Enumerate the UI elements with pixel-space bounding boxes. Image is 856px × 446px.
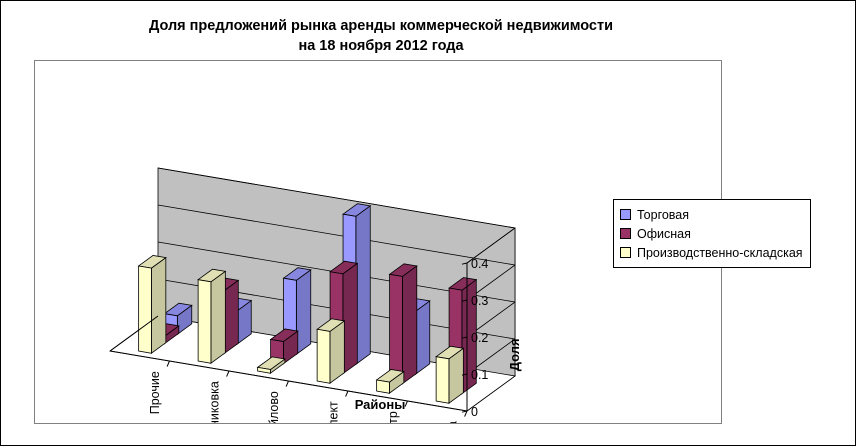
bar-2-5[interactable] (435, 345, 465, 405)
bar-1-2[interactable] (269, 328, 299, 365)
y-tick-label-4: 0.4 (471, 257, 488, 271)
y-axis-title: Доля (507, 338, 522, 371)
y-tick-label-1: 0.1 (471, 368, 488, 382)
legend-item-2[interactable]: Производственно-складская (620, 243, 803, 262)
chart-title-line-1: Доля предложений рынка аренды коммерческ… (148, 18, 614, 34)
x-tick-label-3: Проспект (326, 401, 340, 423)
chart-title: Доля предложений рынка аренды коммерческ… (61, 17, 701, 56)
legend-label-proizvodstvenno-skladskaya: Производственно-складская (637, 245, 803, 260)
x-tick-label-1: Черниковка (207, 381, 221, 423)
legend-item-0[interactable]: Торговая (620, 205, 803, 224)
x-tick-label-0: Прочие (148, 371, 162, 414)
y-tick-label-0: 0 (471, 405, 478, 419)
legend-label-ofisnaya: Офисная (637, 226, 691, 241)
chart-legend: Торговая Офисная Производственно-складск… (613, 199, 811, 268)
x-axis-title: Районы (355, 397, 406, 412)
bar-1-4[interactable] (388, 263, 418, 385)
bar-2-3[interactable] (316, 318, 346, 385)
legend-swatch-ofisnaya (620, 228, 631, 239)
legend-item-1[interactable]: Офисная (620, 224, 803, 243)
chart-bars (137, 203, 478, 405)
y-tick-label-2: 0.2 (471, 331, 488, 345)
plot-area: 00.10.20.30.4 ПрочиеЧерниковкаСипайловоП… (34, 60, 722, 424)
bar-2-2[interactable] (256, 356, 286, 375)
chart-axes (109, 262, 468, 417)
x-axis-category-labels: Прочие Черниковка Сипайлово Проспект Центр З.… (148, 371, 460, 423)
bar-2-4[interactable] (375, 369, 405, 395)
bar-2-0[interactable] (137, 255, 167, 355)
chart-3d-canvas: 00.10.20.30.4 ПрочиеЧерниковкаСипайловоП… (108, 167, 522, 423)
legend-swatch-proizvodstvenno-skladskaya (620, 247, 631, 258)
x-tick-label-4: Центр (386, 411, 400, 423)
chart-title-line-2: на 18 ноября 2012 года (298, 37, 464, 54)
legend-label-torgovaya: Торговая (637, 207, 690, 222)
y-axis-tick-labels: 0 0.1 0.2 0.3 0.4 (471, 257, 488, 419)
x-tick-label-5: З.Роща (445, 421, 459, 423)
legend-swatch-torgovaya (620, 209, 631, 220)
x-tick-label-2: Сипайлово (267, 391, 281, 423)
y-tick-label-3: 0.3 (471, 294, 488, 308)
bar-2-1[interactable] (197, 268, 227, 365)
